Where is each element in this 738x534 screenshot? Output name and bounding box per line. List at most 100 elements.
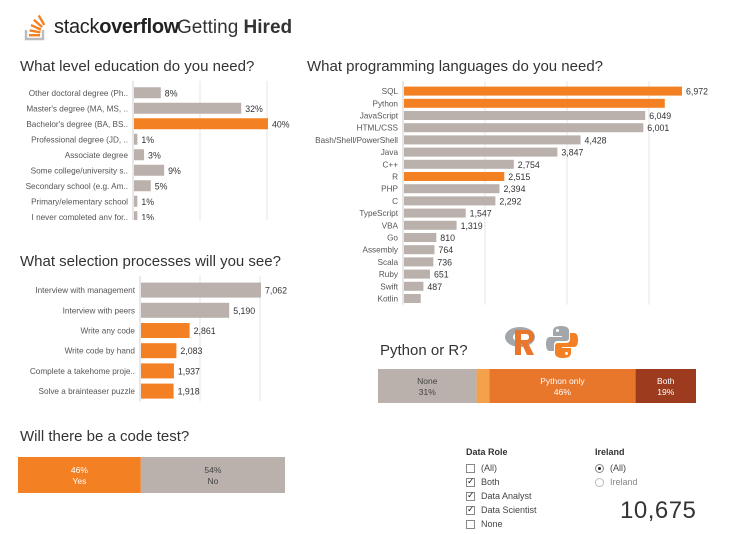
filter-option-label: None (481, 519, 503, 529)
value-label: 6,049 (649, 111, 671, 121)
value-label: 7,062 (265, 286, 287, 296)
segment-label: 54% (204, 465, 221, 475)
bar (134, 195, 138, 207)
logo-wordmark: stackoverflow (54, 16, 179, 39)
value-label: 1% (141, 197, 154, 207)
bar (134, 164, 165, 176)
category-label: Interview with management (35, 286, 135, 295)
r-logo-icon (505, 327, 535, 355)
value-label: 6,972 (686, 87, 708, 97)
value-label: 40% (272, 119, 290, 129)
filter-option[interactable]: None (466, 517, 537, 531)
category-label: Kotlin (378, 295, 399, 304)
category-label: Associate degree (65, 151, 129, 160)
bar (404, 245, 435, 255)
filter-option[interactable]: Both (466, 475, 537, 489)
country-filter: Ireland (All) Ireland (595, 447, 638, 489)
filter-option-label: Both (481, 477, 500, 487)
filter-option-label: Data Analyst (481, 491, 532, 501)
bar (404, 294, 421, 303)
radio-button[interactable] (595, 463, 604, 473)
checkbox[interactable] (466, 519, 475, 529)
bar (404, 196, 496, 206)
checkbox[interactable] (466, 504, 475, 515)
value-label: 5,190 (233, 306, 255, 316)
python-r-title: Python or R? (380, 342, 468, 359)
python-logo-icon (546, 326, 578, 358)
bar (404, 147, 558, 157)
value-label: 4,428 (585, 135, 607, 145)
filter-option[interactable]: Data Scientist (466, 503, 537, 517)
stacked-segment (18, 457, 141, 493)
bar (404, 269, 430, 279)
filter-option[interactable]: Ireland (595, 475, 638, 489)
filter-option[interactable]: (All) (595, 461, 638, 475)
selection-title: What selection processes will you see? (20, 253, 281, 270)
category-label: R (392, 173, 398, 182)
segment-label: 19% (657, 387, 674, 397)
code-test-title: Will there be a code test? (20, 428, 190, 445)
category-label: Some college/university s.. (31, 166, 128, 175)
bar (134, 149, 145, 161)
value-label: 736 (437, 257, 452, 267)
value-label: 3% (148, 150, 161, 160)
bar (404, 220, 457, 230)
segment-label: No (207, 476, 218, 486)
category-label: Go (387, 234, 398, 243)
languages-title: What programming languages do you need? (307, 58, 604, 75)
value-label: 1,918 (178, 387, 200, 397)
category-label: PHP (381, 185, 398, 194)
bar (141, 282, 261, 298)
filter-option[interactable]: Data Analyst (466, 489, 537, 503)
category-label: Professional degree (JD, .. (31, 135, 128, 144)
segment-label: Yes (72, 476, 86, 486)
total-count: 10,675 (620, 497, 697, 524)
value-label: 1,319 (461, 221, 483, 231)
value-label: 2,515 (508, 172, 530, 182)
value-label: 6,001 (647, 123, 669, 133)
value-label: 5% (155, 181, 168, 191)
checkbox[interactable] (466, 490, 475, 501)
bar (404, 281, 424, 291)
value-label: 487 (427, 282, 442, 292)
languages-chart: SQL 6,972 Python JavaScript 6,049 HTML/CSS 6,0… (315, 81, 708, 305)
bar (404, 123, 644, 133)
category-label: SQL (382, 87, 399, 96)
filter-option-label: (All) (610, 463, 626, 473)
bar (404, 86, 682, 96)
bar (141, 323, 190, 338)
data-role-filter-title: Data Role (466, 447, 508, 457)
code-test-chart: 46%Yes 54%No (18, 457, 285, 493)
value-label: 2,394 (503, 184, 525, 194)
filter-option-label: Data Scientist (481, 505, 537, 515)
stackoverflow-logo-icon (24, 14, 46, 41)
bar (141, 302, 230, 318)
category-label: Ruby (379, 270, 399, 279)
logo-text-light: stack (54, 15, 100, 38)
country-filter-title: Ireland (595, 447, 625, 457)
category-label: C++ (383, 160, 399, 169)
bar (134, 180, 151, 192)
value-label: 651 (434, 270, 449, 280)
value-label: 9% (168, 166, 181, 176)
education-title: What level education do you need? (20, 58, 255, 75)
filter-option[interactable]: (All) (466, 461, 537, 475)
education-chart: Other doctoral degree (Ph.. 8% Master's de… (26, 81, 290, 220)
bar (404, 159, 514, 169)
segment-label: None (417, 376, 438, 386)
stacked-segment (489, 369, 636, 403)
bar (134, 133, 138, 145)
bar (404, 233, 437, 242)
value-label: 8% (165, 88, 178, 98)
checkbox[interactable] (466, 476, 475, 487)
page-title-bold: Hired (243, 17, 293, 38)
value-label: 764 (438, 245, 453, 255)
radio-button[interactable] (595, 477, 604, 487)
category-label: JavaScript (360, 112, 399, 121)
page-title-light: Getting (177, 17, 244, 38)
segment-label: 46% (71, 465, 88, 475)
page-title: Getting Hired (177, 17, 292, 39)
bar (404, 98, 665, 108)
checkbox[interactable] (466, 463, 475, 473)
